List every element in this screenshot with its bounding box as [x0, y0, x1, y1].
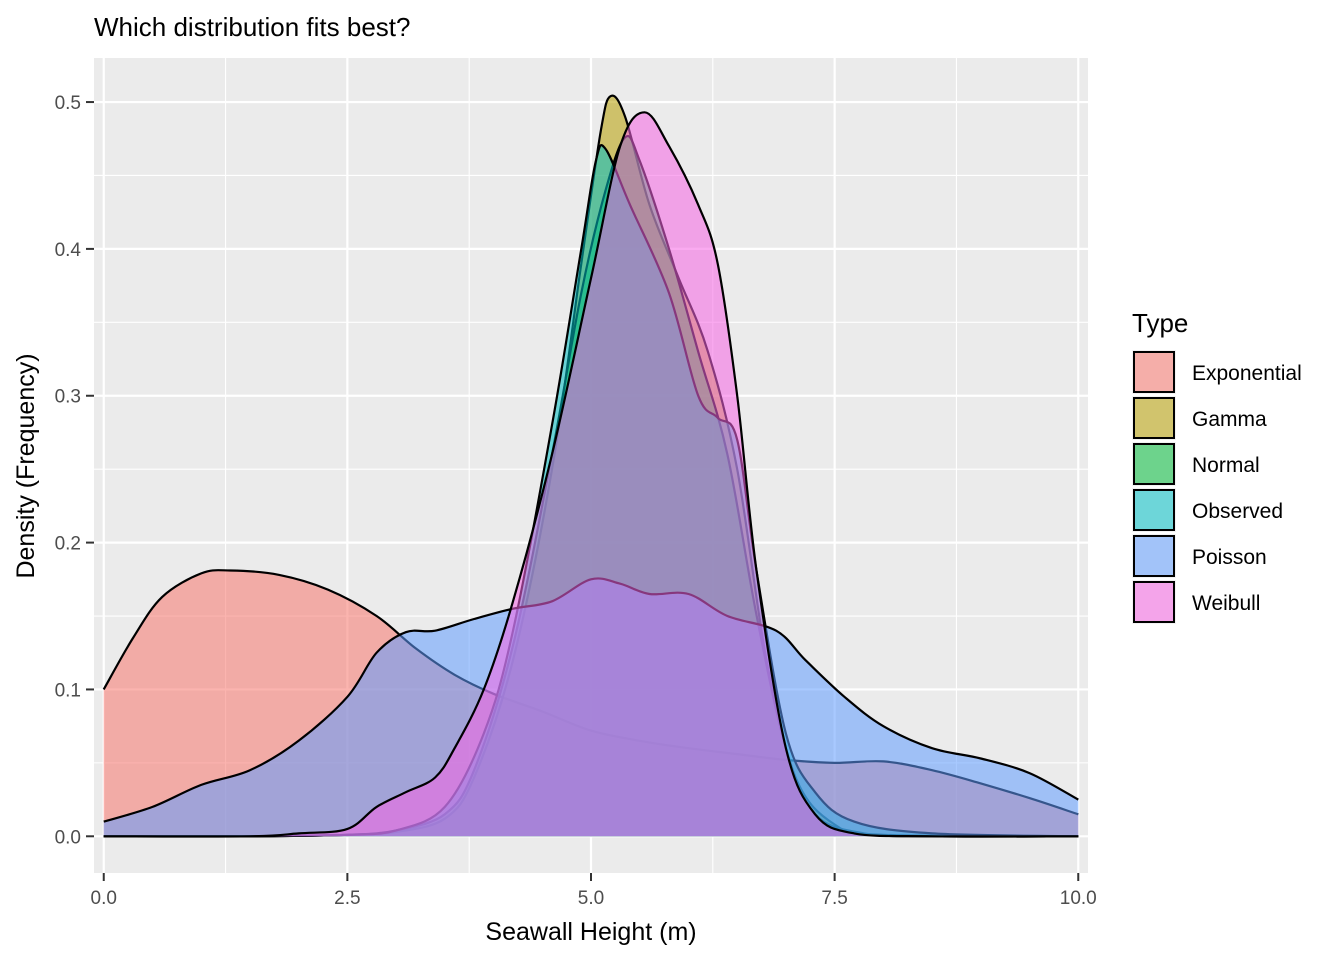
- y-tick-label: 0.4: [55, 240, 82, 261]
- legend-label: Weibull: [1192, 592, 1260, 615]
- legend-label: Poisson: [1192, 546, 1267, 569]
- y-tick-label: 0.2: [55, 534, 81, 555]
- x-axis: 0.0 2.5 5.0 7.5 10.0: [91, 873, 1097, 909]
- x-tick-label: 2.5: [334, 888, 360, 909]
- legend-label: Exponential: [1192, 362, 1302, 385]
- y-tick-label: 0.1: [55, 680, 81, 701]
- density-line-weibull: [103, 111, 1079, 838]
- legend-swatch-observed: [1133, 489, 1175, 531]
- x-tick-label: 7.5: [821, 888, 847, 909]
- legend-label: Gamma: [1192, 408, 1267, 431]
- y-tick-label: 0.5: [55, 93, 81, 114]
- density-area-weibull: [103, 112, 1079, 837]
- legend-swatch-weibull: [1133, 581, 1175, 623]
- legend-swatch-gamma: [1133, 397, 1175, 439]
- legend-label: Normal: [1192, 454, 1260, 477]
- y-tick-label: 0.0: [55, 827, 81, 848]
- y-axis-title: Density (Frequency): [12, 353, 40, 578]
- legend-swatch-exponential: [1133, 351, 1175, 393]
- legend-swatch-poisson: [1133, 535, 1175, 577]
- x-tick-label: 5.0: [578, 888, 604, 909]
- x-tick-label: 0.0: [91, 888, 117, 909]
- legend-swatch-normal: [1133, 443, 1175, 485]
- chart-title: Which distribution fits best?: [94, 12, 410, 42]
- y-axis: 0.0 0.1 0.2 0.3 0.4 0.5: [55, 93, 94, 848]
- legend-label: Observed: [1192, 500, 1283, 523]
- y-tick-label: 0.3: [55, 387, 81, 408]
- x-axis-title: Seawall Height (m): [485, 918, 696, 946]
- legend: Type Exponential Gamma Normal Observed Poiss…: [1132, 308, 1302, 624]
- density-areas: [102, 94, 1079, 838]
- x-tick-label: 10.0: [1060, 888, 1097, 909]
- legend-title: Type: [1132, 308, 1188, 338]
